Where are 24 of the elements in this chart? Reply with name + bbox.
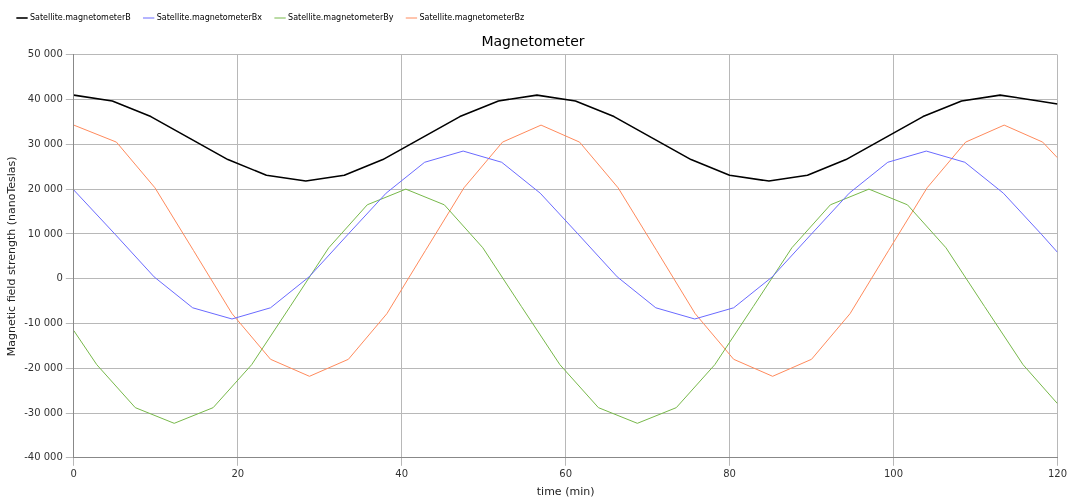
x-tick-label: 20 — [231, 468, 245, 480]
legend-label: Satellite.magnetometerBy — [288, 13, 394, 23]
y-tick-label: -20 000 — [24, 361, 63, 373]
y-tick-label: 10 000 — [27, 227, 63, 239]
y-tick-label: -40 000 — [24, 451, 63, 463]
y-tick-label: 20 000 — [27, 182, 63, 194]
y-tick-label: -10 000 — [24, 317, 63, 329]
y-tick-label: 30 000 — [27, 137, 63, 149]
chart-title: Magnetometer — [481, 33, 585, 50]
y-tick-label: 0 — [56, 272, 63, 284]
y-tick-label: 40 000 — [27, 93, 63, 105]
legend-label: Satellite.magnetometerBx — [156, 13, 263, 23]
x-tick-label: 40 — [395, 468, 409, 480]
legend-label: Satellite.magnetometerBz — [419, 13, 525, 23]
y-tick-label: 50 000 — [27, 48, 63, 60]
y-tick-label: -30 000 — [24, 406, 63, 418]
x-tick-label: 100 — [883, 468, 904, 480]
legend-label: Satellite.magnetometerB — [30, 13, 131, 23]
x-tick-label: 60 — [559, 468, 572, 480]
x-tick-label: 120 — [1047, 468, 1067, 480]
x-tick-label: 80 — [723, 468, 736, 480]
y-axis-title: Magnetic field strength (nanoTeslas) — [5, 156, 19, 357]
x-axis-title: time (min) — [536, 485, 595, 499]
x-tick-label: 0 — [70, 468, 77, 480]
